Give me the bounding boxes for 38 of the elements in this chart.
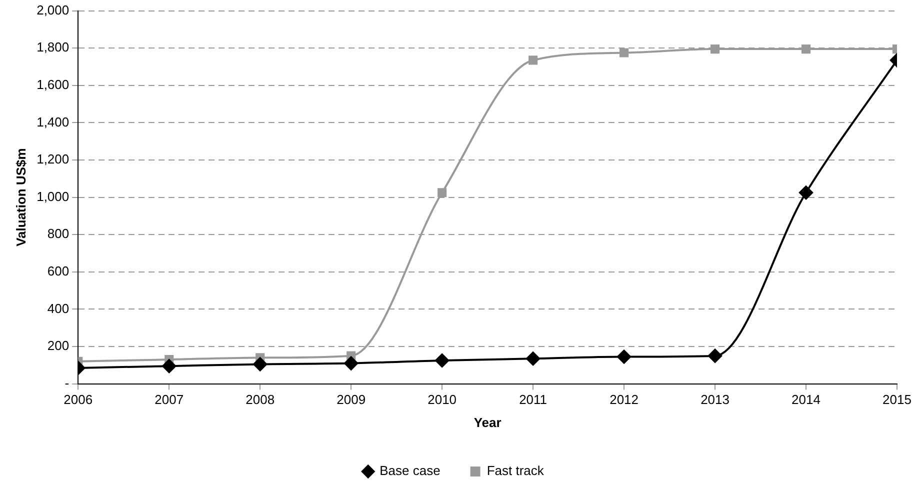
legend-label: Fast track (486, 463, 544, 478)
y-tick-label: 200 (47, 338, 70, 354)
point (620, 48, 629, 58)
point (344, 356, 358, 370)
y-tick-label: 1,400 (36, 114, 70, 130)
y-tick-label: 1,800 (36, 40, 70, 55)
point (435, 353, 450, 368)
y-tick-label: 2,000 (36, 2, 70, 18)
point (438, 188, 447, 198)
point (710, 44, 720, 54)
point (526, 352, 540, 366)
point (708, 348, 722, 363)
y-tick-label: 400 (47, 300, 70, 316)
y-tick-label: 800 (47, 226, 70, 242)
x-tick-label: 2007 (154, 392, 184, 408)
point (801, 44, 811, 54)
x-tick-label: 2011 (519, 392, 548, 408)
y-tick-label: 600 (47, 263, 70, 278)
point (253, 357, 268, 372)
y-tick-label: - (64, 375, 70, 390)
legend-label: Base case (380, 463, 440, 478)
x-tick-label: 2009 (336, 392, 366, 408)
y-tick-label: 1,200 (36, 152, 70, 167)
x-tick-label: 2006 (64, 392, 93, 408)
x-axis-title: Year (474, 414, 502, 430)
point (162, 359, 176, 374)
x-tick-label: 2012 (610, 392, 639, 408)
y-tick-label: 1,000 (36, 188, 70, 204)
y-axis-title: Valuation US$m (13, 148, 28, 246)
y-tick-label: 1,600 (36, 76, 70, 92)
x-tick-label: 2013 (700, 392, 730, 408)
point (528, 56, 538, 65)
x-tick-label: 2014 (792, 392, 820, 408)
x-tick-label: 2015 (882, 392, 912, 408)
point (617, 350, 632, 364)
x-tick-label: 2008 (246, 392, 275, 408)
x-tick-label: 2010 (428, 392, 457, 408)
point (799, 186, 814, 200)
